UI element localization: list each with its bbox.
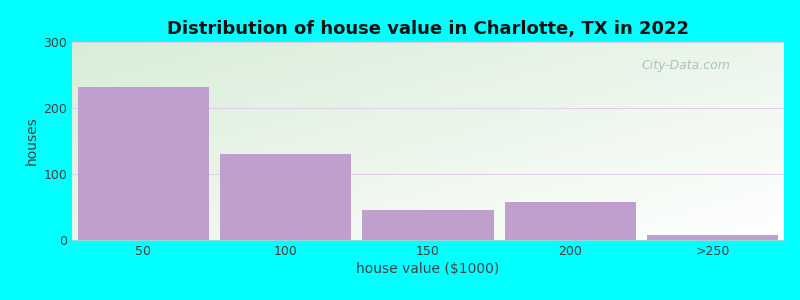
Bar: [220, 154, 351, 240]
Bar: [505, 202, 636, 240]
Text: City-Data.com: City-Data.com: [642, 59, 730, 72]
Y-axis label: houses: houses: [25, 117, 39, 165]
Bar: [362, 210, 494, 240]
Bar: [647, 235, 778, 240]
Title: Distribution of house value in Charlotte, TX in 2022: Distribution of house value in Charlotte…: [167, 20, 689, 38]
Bar: [78, 87, 209, 240]
X-axis label: house value ($1000): house value ($1000): [356, 262, 500, 276]
